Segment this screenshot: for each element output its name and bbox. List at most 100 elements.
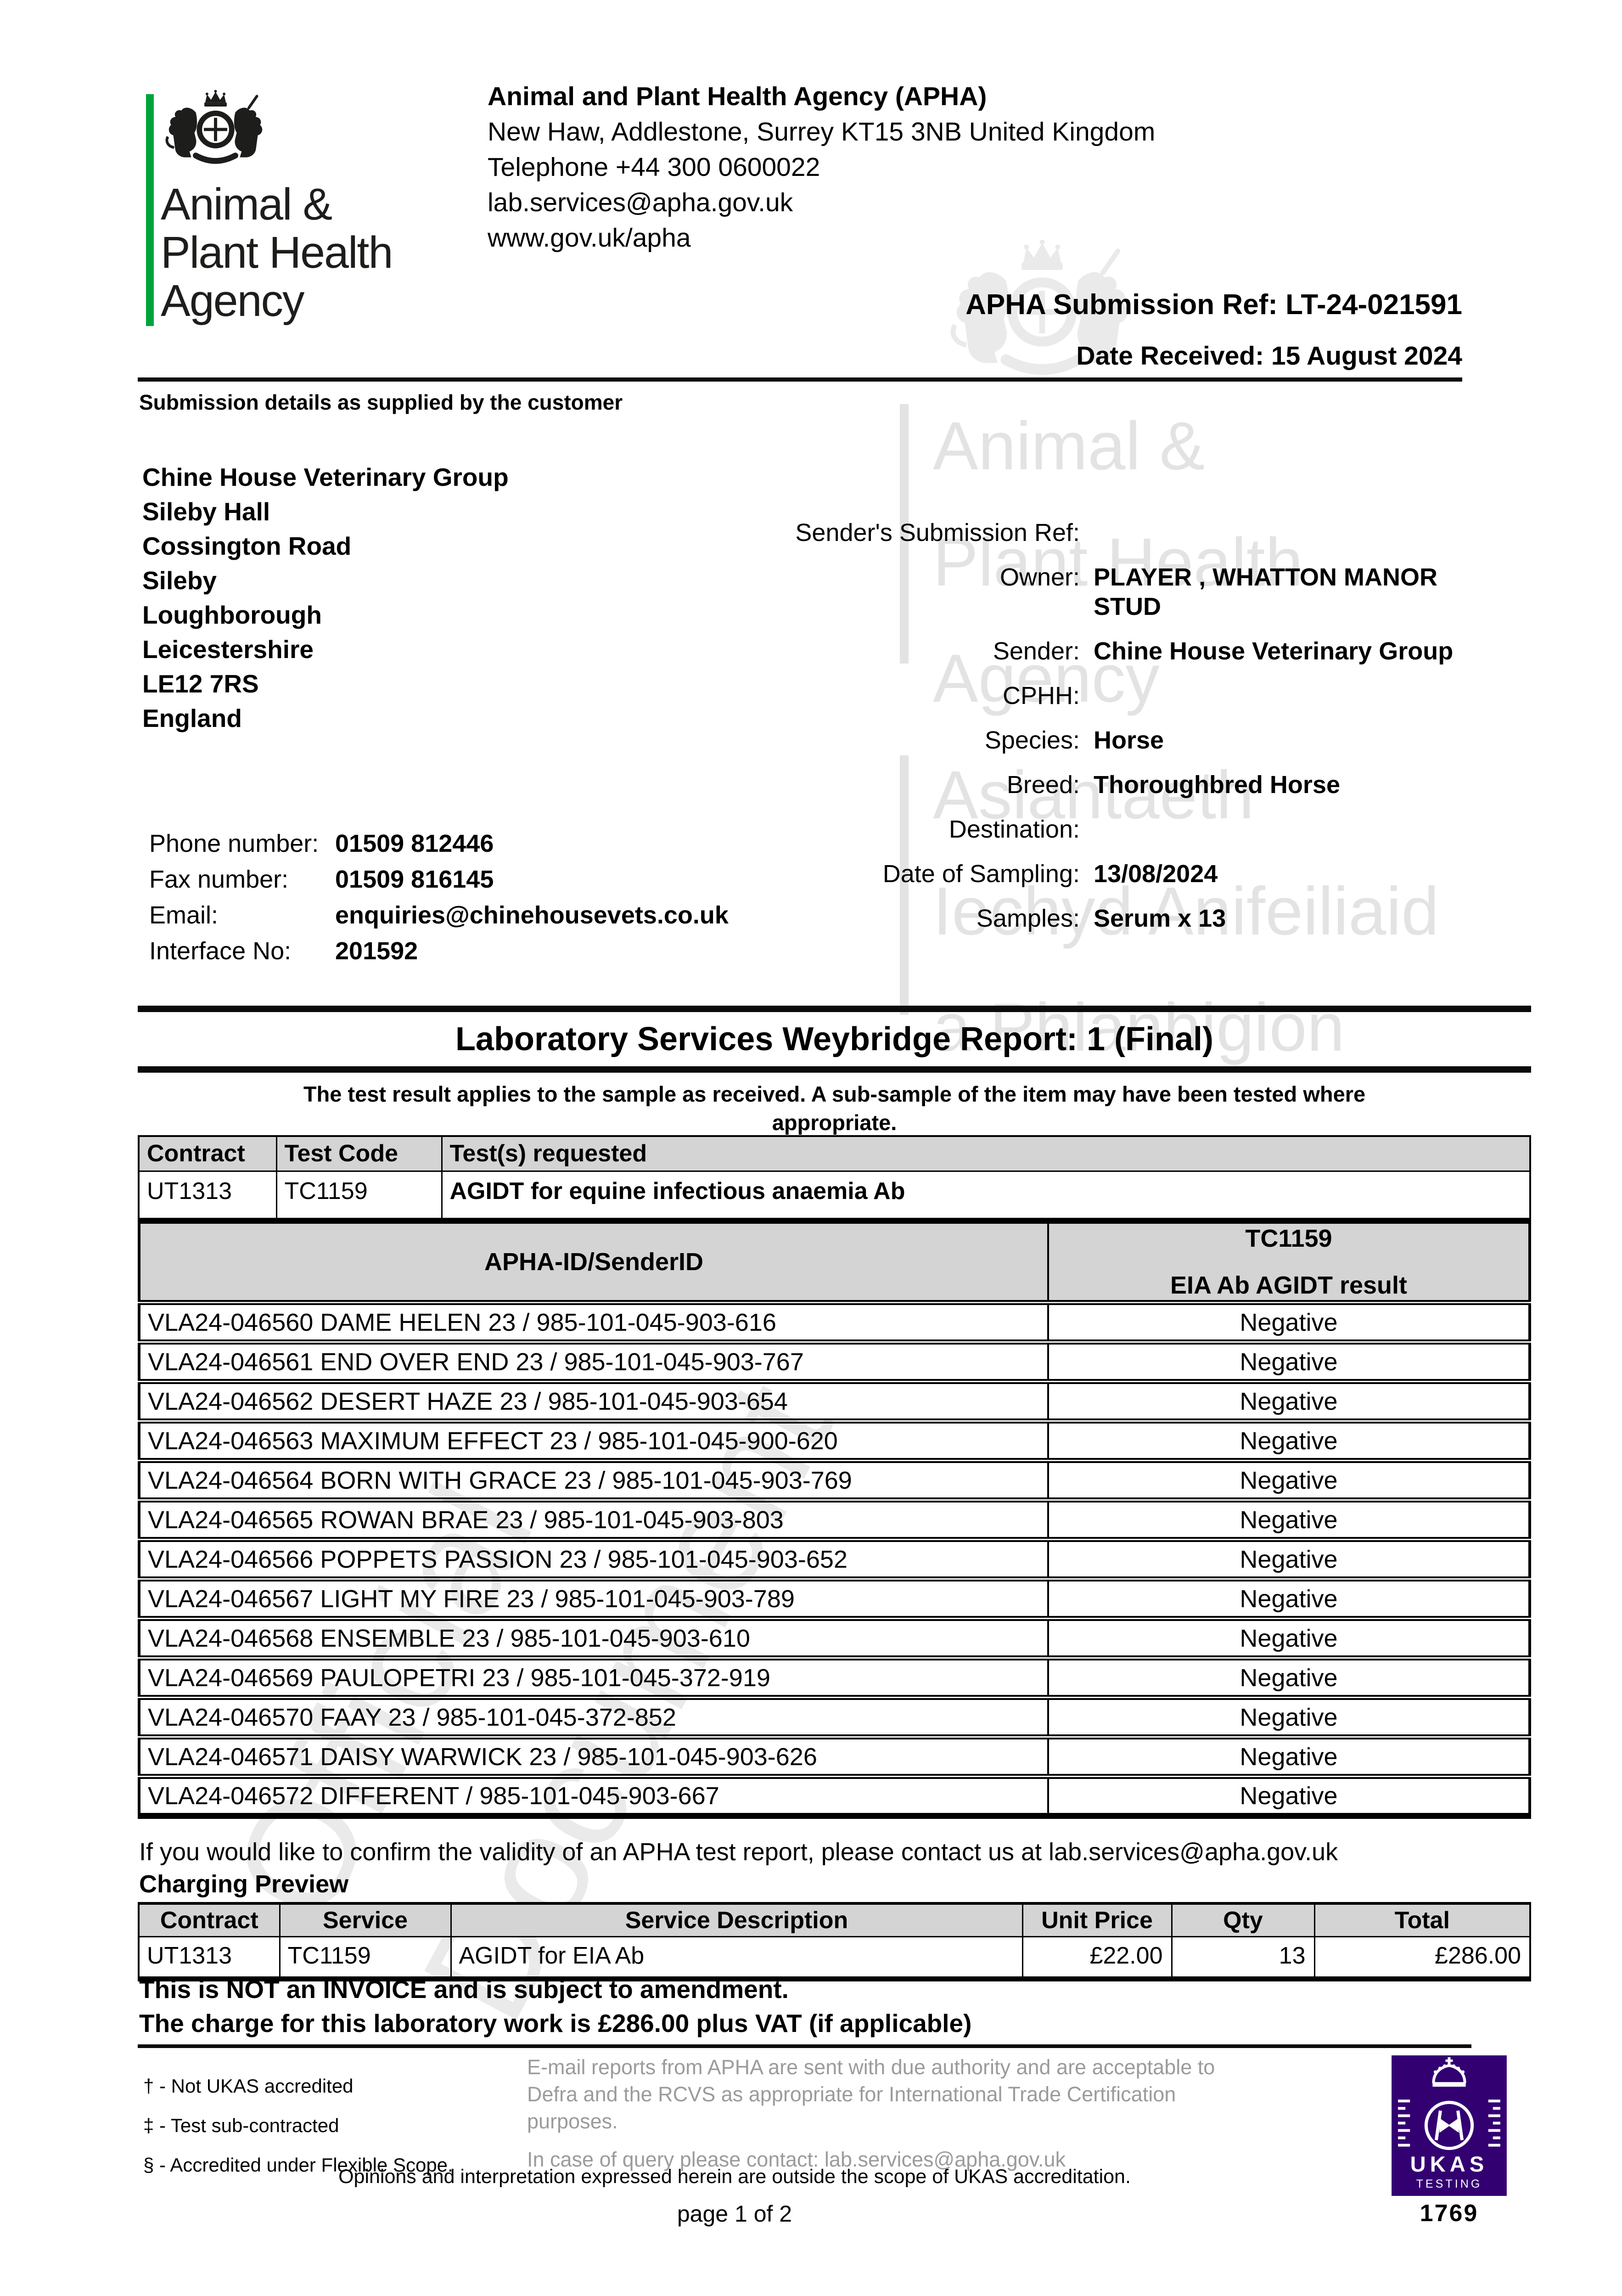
address-line: Loughborough (142, 601, 322, 629)
detail-value (1094, 681, 1492, 710)
detail-label: CPHH: (1002, 682, 1080, 709)
submission-detail-block: Sender's Submission Ref: Owner: PLAYER ,… (777, 518, 1492, 948)
contract-cell: UT1313 (138, 1170, 277, 1227)
table-header-row: APHA-ID/SenderID TC1159 EIA Ab AGIDT res… (139, 1221, 1530, 1305)
address-line: Sileby Hall (142, 497, 270, 526)
service-cell: TC1159 (279, 1936, 452, 1980)
contract-cell: UT1313 (138, 1936, 281, 1980)
logotype-line: Plant Health (161, 227, 393, 277)
sample-id-cell: VLA24-046560 DAME HELEN 23 / 985-101-045… (139, 1300, 1048, 1342)
column-header-service: Service (279, 1902, 452, 1937)
validity-note: If you would like to confirm the validit… (139, 1838, 1338, 1866)
watermark-line: Iechyd Anifeiliaid (933, 873, 1439, 949)
service-description-cell: AGIDT for EIA Ab (450, 1936, 1023, 1980)
unit-price-cell: £22.00 (1021, 1936, 1173, 1980)
sample-id-cell: VLA24-046562 DESERT HAZE 23 / 985-101-04… (139, 1379, 1048, 1421)
not-invoice-note: This is NOT an INVOICE and is subject to… (139, 1975, 789, 2003)
sample-id-cell: VLA24-046564 BORN WITH GRACE 23 / 985-10… (139, 1458, 1048, 1500)
detail-label: Breed: (1006, 771, 1080, 799)
agency-logotype: Animal & Plant Health Agency (161, 180, 393, 325)
sample-id-cell: VLA24-046569 PAULOPETRI 23 / 985-101-045… (139, 1655, 1048, 1698)
contact-label: Fax number: (149, 866, 289, 893)
watermark-line: Animal & (933, 408, 1205, 484)
result-row: VLA24-046570 FAAY 23 / 985-101-045-372-8… (139, 1695, 1530, 1737)
detail-value: Horse (1094, 726, 1164, 754)
submission-details-heading: Submission details as supplied by the cu… (139, 390, 623, 414)
column-header-contract: Contract (138, 1135, 277, 1172)
column-header-qty: Qty (1171, 1902, 1315, 1937)
sample-id-cell: VLA24-046567 LIGHT MY FIRE 23 / 985-101-… (139, 1576, 1048, 1619)
column-header-contract: Contract (138, 1902, 281, 1937)
agency-address: New Haw, Addlestone, Surrey KT15 3NB Uni… (488, 117, 1156, 146)
charging-preview-table: Contract Service Service Description Uni… (138, 1902, 1531, 1981)
result-cell: Negative (1047, 1616, 1530, 1658)
detail-value: Thoroughbred Horse (1094, 771, 1340, 799)
contact-label: Email: (149, 901, 219, 929)
contact-label: Interface No: (149, 937, 292, 965)
watermark-line: Plant Health (933, 524, 1303, 600)
divider (138, 1066, 1531, 1073)
column-header-test-code: Test Code (275, 1135, 443, 1172)
detail-label: Samples: (976, 905, 1080, 932)
result-test-name: EIA Ab AGIDT result (1170, 1272, 1408, 1299)
ukas-category: TESTING (1416, 2178, 1482, 2190)
email-note: E-mail reports from APHA are sent with d… (527, 2055, 1215, 2133)
detail-label: Sender: (993, 637, 1080, 665)
result-cell: Negative (1047, 1576, 1530, 1619)
contact-label: Phone number: (149, 830, 319, 857)
contact-row: Interface No: 201592 (149, 937, 729, 973)
result-row: VLA24-046561 END OVER END 23 / 985-101-0… (139, 1339, 1530, 1382)
sample-id-cell: VLA24-046566 POPPETS PASSION 23 / 985-10… (139, 1537, 1048, 1579)
result-row: VLA24-046569 PAULOPETRI 23 / 985-101-045… (139, 1655, 1530, 1698)
brand-watermark-welsh: Asiantaeth Iechyd Anifeiliaid a Phlanhigio… (933, 737, 1439, 1086)
results-table: APHA-ID/SenderID TC1159 EIA Ab AGIDT res… (138, 1218, 1531, 1819)
accreditation-note-line: ‡ - Test sub-contracted (143, 2115, 339, 2136)
address-line: Leicestershire (142, 635, 314, 664)
result-row: VLA24-046560 DAME HELEN 23 / 985-101-045… (139, 1300, 1530, 1342)
sample-id-cell: VLA24-046561 END OVER END 23 / 985-101-0… (139, 1339, 1048, 1382)
detail-row: Breed: Thoroughbred Horse (777, 770, 1492, 799)
watermark-bar (900, 404, 909, 664)
logo-green-bar (146, 94, 154, 326)
divider (138, 2044, 1471, 2048)
result-cell: Negative (1047, 1695, 1530, 1737)
contact-row: Fax number: 01509 816145 (149, 865, 729, 901)
result-cell: Negative (1047, 1458, 1530, 1500)
agency-email: lab.services@apha.gov.uk (488, 188, 793, 217)
column-header-unit-price: Unit Price (1021, 1902, 1173, 1937)
result-cell: Negative (1047, 1655, 1530, 1698)
sample-id-cell: VLA24-046571 DAISY WARWICK 23 / 985-101-… (139, 1734, 1048, 1777)
detail-row: Destination: (777, 815, 1492, 844)
detail-value: Serum x 13 (1094, 905, 1226, 932)
report-title: Laboratory Services Weybridge Report: 1 … (455, 1021, 1214, 1058)
result-cell: Negative (1047, 1418, 1530, 1461)
detail-row: Sender: Chine House Veterinary Group (777, 636, 1492, 666)
tests-requested-cell: AGIDT for equine infectious anaemia Ab (441, 1170, 1531, 1227)
detail-value: 13/08/2024 (1094, 860, 1218, 888)
charging-row: UT1313 TC1159 AGIDT for EIA Ab £22.00 13… (138, 1936, 1531, 1980)
divider (138, 1006, 1531, 1012)
ukas-number: 1769 (1420, 2200, 1479, 2227)
page-number: page 1 of 2 (677, 2201, 792, 2227)
result-row: VLA24-046563 MAXIMUM EFFECT 23 / 985-101… (139, 1418, 1530, 1461)
result-row: VLA24-046565 ROWAN BRAE 23 / 985-101-045… (139, 1497, 1530, 1540)
charge-amount-note: The charge for this laboratory work is £… (139, 2009, 972, 2037)
qty-cell: 13 (1171, 1936, 1315, 1980)
table-header-row: Contract Service Service Description Uni… (138, 1902, 1531, 1937)
sample-id-cell: VLA24-046570 FAAY 23 / 985-101-045-372-8… (139, 1695, 1048, 1737)
detail-row: CPHH: (777, 681, 1492, 710)
watermark-line: Asiantaeth (933, 757, 1254, 833)
ukas-accreditation-mark: UKAS TESTING 1769 (1391, 2055, 1507, 2227)
sample-id-cell: VLA24-046572 DIFFERENT / 985-101-045-903… (139, 1774, 1048, 1816)
watermark-bar (900, 755, 909, 1015)
detail-value (1094, 815, 1492, 844)
detail-label: Owner: (999, 563, 1080, 591)
sample-id-cell: VLA24-046565 ROWAN BRAE 23 / 985-101-045… (139, 1497, 1048, 1540)
result-row: VLA24-046568 ENSEMBLE 23 / 985-101-045-9… (139, 1616, 1530, 1658)
detail-row: Date of Sampling: 13/08/2024 (777, 859, 1492, 889)
report-note-line: appropriate. (772, 1110, 897, 1135)
ukas-wordmark: UKAS (1410, 2152, 1488, 2176)
result-row: VLA24-046572 DIFFERENT / 985-101-045-903… (139, 1774, 1530, 1816)
opinions-note: Opinions and interpretation expressed he… (338, 2166, 1131, 2188)
